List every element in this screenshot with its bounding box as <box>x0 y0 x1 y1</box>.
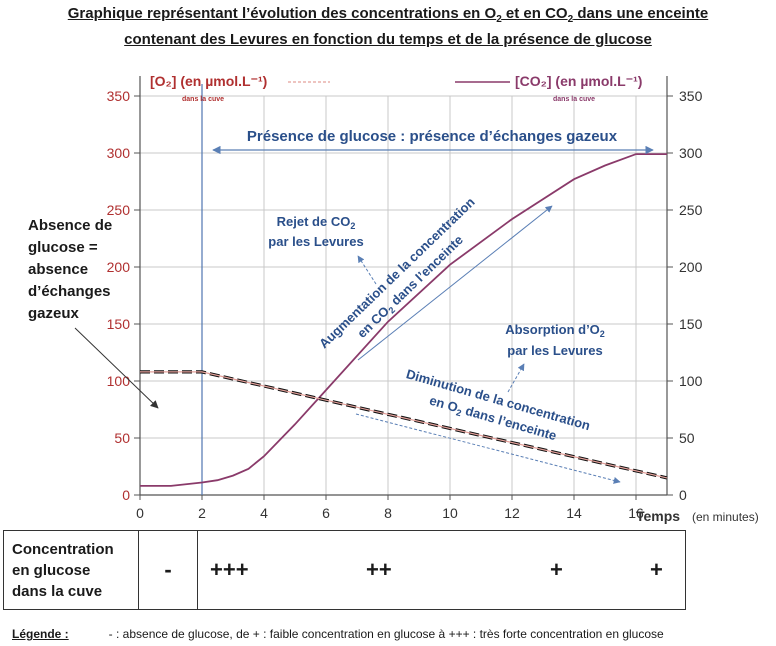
glucose-concentration-table: Concentration en glucose dans la cuve - … <box>3 530 686 610</box>
svg-text:Temps: Temps <box>636 508 680 524</box>
svg-text:Absence de: Absence de <box>28 217 112 234</box>
legend: Légende : - : absence de glucose, de + : … <box>12 627 664 641</box>
x-tick-label: 12 <box>504 505 520 521</box>
y-right-tick-label: 200 <box>679 259 703 275</box>
y-right-tick-label: 300 <box>679 145 703 161</box>
y-left-tick-label: 250 <box>107 202 131 218</box>
legend-text: - : absence de glucose, de + : faible co… <box>108 627 664 641</box>
svg-text:Rejet de CO2: Rejet de CO2 <box>277 214 356 231</box>
svg-text:glucose =: glucose = <box>28 239 98 256</box>
table-cell-absence: - <box>138 530 198 610</box>
table-cell-low-1: + <box>496 530 600 610</box>
chart-title: Graphique représentant l’évolution des c… <box>0 4 776 50</box>
x-axis-label: Temps (en minutes) <box>636 508 759 524</box>
y-left-axis-label: [O₂] (en µmol.L⁻¹) dans la cuve <box>150 73 330 103</box>
absorption-arrow <box>507 363 525 393</box>
o2-series-line <box>140 371 668 479</box>
y-left-tick-label: 0 <box>122 487 130 503</box>
svg-text:absence: absence <box>28 261 88 278</box>
y-left-tick-label: 100 <box>107 373 131 389</box>
glucose-presence-label: Présence de glucose : présence d’échange… <box>247 128 618 145</box>
table-cell-high: ++ <box>310 530 496 610</box>
table-cell-low-2: + <box>600 530 686 610</box>
y-right-tick-label: 250 <box>679 202 703 218</box>
co2-series-line <box>140 153 667 487</box>
y-left-tick-label: 200 <box>107 259 131 275</box>
x-tick-label: 10 <box>442 505 458 521</box>
svg-text:par les Levures: par les Levures <box>268 234 363 249</box>
y-right-tick-label: 150 <box>679 316 703 332</box>
svg-text:d’échanges: d’échanges <box>28 283 111 300</box>
series-lines <box>140 153 668 487</box>
rejet-co2-label: Rejet de CO2 par les Levures <box>268 214 363 249</box>
y-right-tick-label: 100 <box>679 373 703 389</box>
y-right-tick-label: 350 <box>679 88 703 104</box>
y-right-axis-label: [CO₂] (en µmol.L⁻¹) dans la cuve <box>455 73 642 103</box>
y-left-tick-label: 50 <box>114 430 130 446</box>
absence-label: Absence de glucose = absence d’échanges … <box>28 217 112 322</box>
y-right-tick-label: 0 <box>679 487 687 503</box>
x-tick-label: 14 <box>566 505 582 521</box>
axes <box>134 76 673 500</box>
y-right-tick-label: 50 <box>679 430 695 446</box>
diminution-arrow <box>355 413 621 484</box>
x-tick-label: 0 <box>136 505 144 521</box>
absence-arrow <box>74 327 159 409</box>
table-cell-very-high: +++ <box>197 530 310 610</box>
svg-text:dans la cuve: dans la cuve <box>553 96 595 103</box>
y-left-tick-label: 300 <box>107 145 131 161</box>
svg-text:[CO₂] (en µmol.L⁻¹): [CO₂] (en µmol.L⁻¹) <box>515 73 642 89</box>
svg-text:(en minutes): (en minutes) <box>692 510 759 524</box>
title-line-2: contenant des Levures en fonction du tem… <box>124 31 652 48</box>
svg-text:dans la cuve: dans la cuve <box>182 96 224 103</box>
svg-text:Absorption d’O2: Absorption d’O2 <box>505 322 605 339</box>
x-tick-label: 6 <box>322 505 330 521</box>
x-tick-label: 4 <box>260 505 268 521</box>
table-row: Concentration en glucose dans la cuve - … <box>3 530 686 610</box>
absorption-o2-label: Absorption d’O2 par les Levures <box>505 322 605 358</box>
x-tick-label: 16 <box>628 505 644 521</box>
svg-text:[O₂] (en µmol.L⁻¹): [O₂] (en µmol.L⁻¹) <box>150 73 267 89</box>
diminution-o2-label: Diminution de la concentration en O2 dan… <box>405 366 592 443</box>
augmentation-arrow <box>357 205 553 361</box>
table-header-cell: Concentration en glucose dans la cuve <box>3 530 139 610</box>
svg-text:par les Levures: par les Levures <box>507 343 602 358</box>
svg-text:gazeux: gazeux <box>28 305 80 322</box>
x-tick-label: 8 <box>384 505 392 521</box>
title-line-1: Graphique représentant l’évolution des c… <box>67 5 709 25</box>
rejet-arrow <box>357 255 377 285</box>
y-left-tick-label: 350 <box>107 88 131 104</box>
legend-key: Légende : <box>12 627 69 641</box>
y-left-tick-label: 150 <box>107 316 131 332</box>
x-tick-label: 2 <box>198 505 206 521</box>
